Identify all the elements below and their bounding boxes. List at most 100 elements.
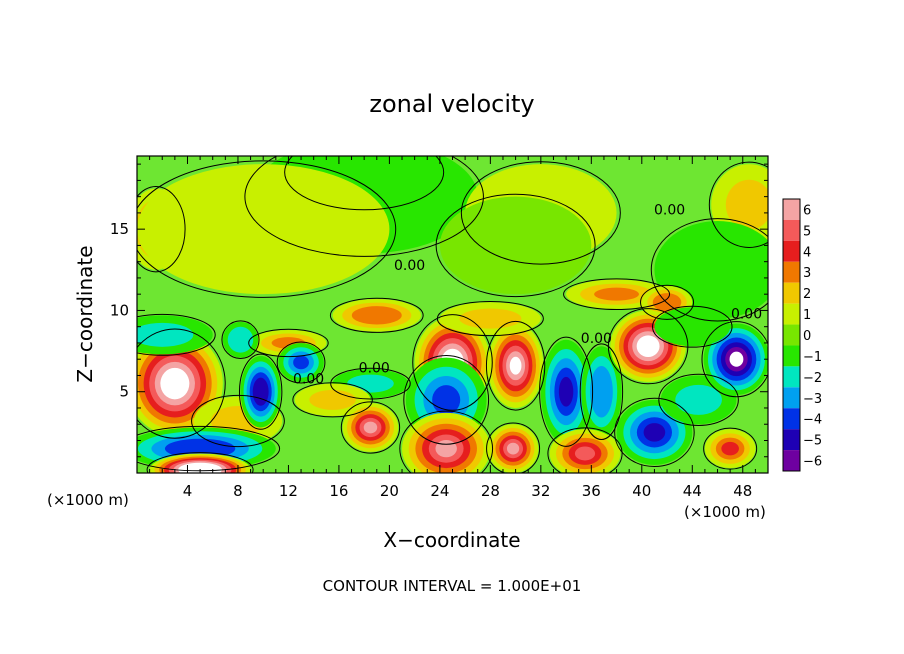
field-ring [658,296,676,308]
field-ring [729,351,744,367]
field-blob [704,429,756,469]
field-blob [566,279,668,309]
field-blob [641,286,693,319]
contour-line [284,156,445,211]
y-axis-label: Z−coordinate [73,245,97,382]
field-ring [558,376,574,407]
contour-line [486,422,541,473]
contour-label: 0.00 [731,307,762,323]
contour-line [563,278,671,311]
x-tick-label: 40 [632,482,651,500]
colorbar-label: 2 [803,287,811,302]
colorbar-swatch [783,303,800,325]
x-tick-label: 20 [380,482,399,500]
contour-line [137,313,216,356]
field-blob [487,424,539,473]
field-ring [725,179,768,230]
field-ring [232,331,249,348]
x-tick-label: 16 [329,482,348,500]
contour-line [137,160,397,298]
field-ring [574,446,596,461]
field-ring [363,421,378,434]
contour-line [614,397,695,467]
field-blob [342,403,399,452]
field-blob [332,299,421,332]
colorbar-swatch [783,261,800,283]
colorbar-swatch [783,429,800,451]
colorbar-label: 4 [803,245,811,260]
field-blob [487,323,544,408]
field-ring [643,423,666,442]
field-ring [509,356,522,375]
field-ring [361,309,393,321]
contour-line [292,382,373,418]
colorbar: 6 5 4 3 2 1 0 −1 −2 −3 −4 −5 −6 [782,198,822,472]
x-tick-label: 4 [183,482,193,500]
field-blob [439,302,541,335]
contour-labels: 0.00 0.00 0.00 0.00 0.00 0.00 [293,203,762,388]
field-blob [137,315,213,355]
colorbar-label: 6 [803,203,811,218]
field-ring [347,374,394,393]
field-ring [178,442,222,455]
colorbar-swatch [783,387,800,409]
contour-line [652,305,733,348]
contour-line [399,410,494,473]
contour-line [539,336,594,447]
contour-line [403,354,490,445]
contour-line [607,308,689,385]
field-blob [137,164,390,295]
field-blob [540,339,592,444]
x-tick-label: 8 [233,482,243,500]
field-blob [137,331,223,436]
contour-line [137,328,226,439]
colorbar-label: 0 [803,329,811,344]
x-tick-label: 32 [531,482,550,500]
colorbar-label: −6 [803,455,822,470]
contour-line [658,373,739,426]
contour-line [435,193,596,298]
field-ring [255,383,266,401]
x-tick-label: 28 [481,482,500,500]
colorbar-swatch [783,324,800,346]
x-tick-label: 12 [279,482,298,500]
contour-line [640,284,695,320]
colorbar-swatch [783,450,800,471]
colorbar-label: 1 [803,308,811,323]
x-tick-label: 24 [430,482,449,500]
contour-line [191,394,285,448]
colorbar-swatch [783,366,800,388]
field-blob [222,321,259,358]
field-ring [165,373,184,394]
y-tick-label: 10 [110,301,129,319]
contour-line [412,314,493,411]
contour-label: 0.00 [394,258,425,274]
field-blob [549,429,621,473]
colorbar-swatch [783,282,800,304]
contour-line [276,341,326,384]
field-ring [137,164,390,295]
colorbar-label: −1 [803,350,822,365]
x-unit-left: (×1000 m) [47,491,129,509]
colorbar-swatch [783,199,800,220]
field-ring [309,389,356,410]
x-axis: 4 8 12 16 20 24 28 32 36 40 44 48 [149,156,756,500]
colorbar-swatch [783,345,800,367]
field-ring [439,196,592,295]
field-ring [594,287,639,301]
colorbar-label: −2 [803,371,822,386]
contour-line [340,401,401,454]
field-ring [668,314,716,339]
contour-line [248,328,329,358]
contour-line [701,321,768,398]
x-unit-right: (×1000 m) [684,503,766,521]
contour-line [221,320,260,359]
field-ring [293,355,309,370]
contour-line [485,320,546,411]
contour-line [137,185,186,273]
colorbar-label: −4 [803,413,822,428]
field-ring [641,339,656,353]
chart-title: zonal velocity [369,90,534,118]
x-tick-label: 44 [683,482,702,500]
